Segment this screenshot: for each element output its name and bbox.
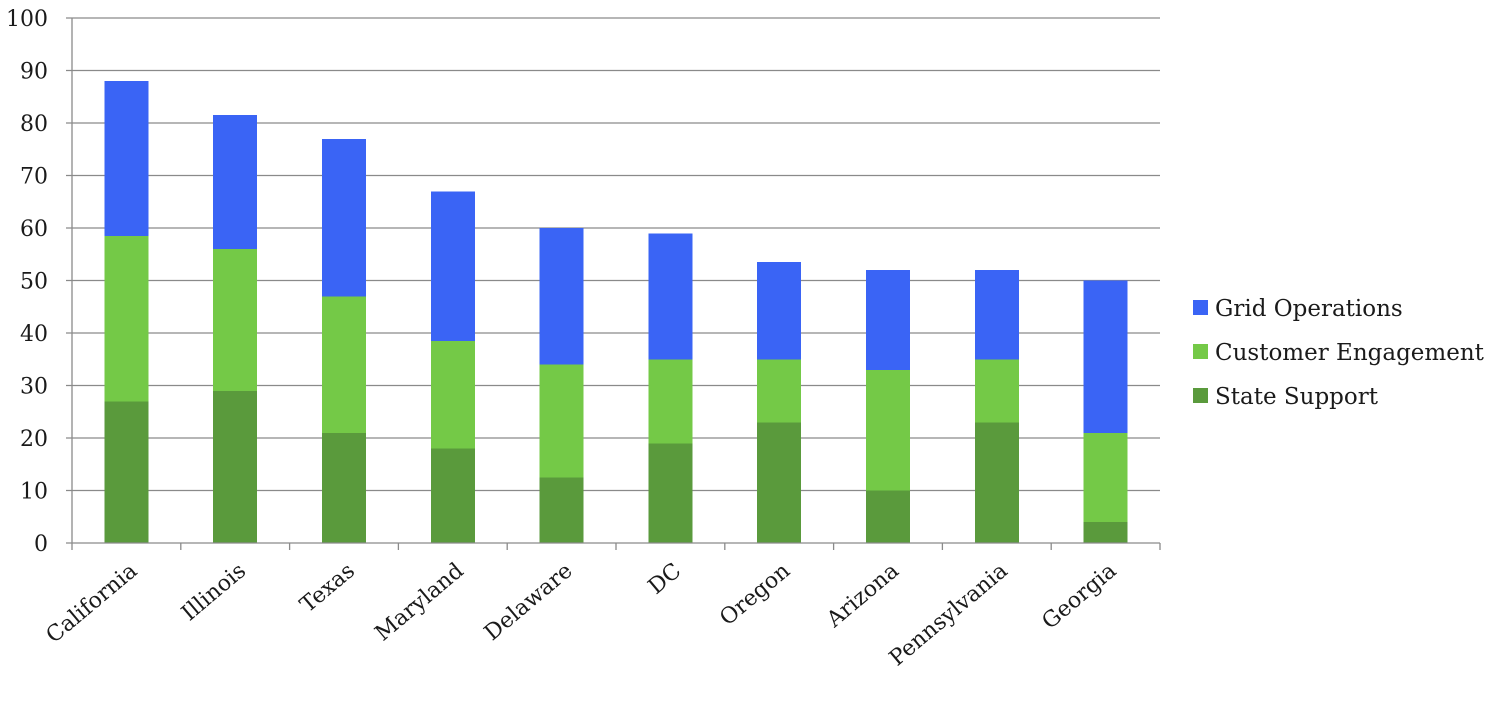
x-category-label: Illinois — [177, 558, 251, 626]
bar-georgia-customer-engagement — [1083, 432, 1128, 522]
bars — [104, 81, 1128, 543]
bar-california-customer-engagement — [104, 235, 149, 402]
bar-dc-grid-operations — [648, 233, 693, 360]
x-category-label: California — [42, 558, 143, 648]
bar-illinois-grid-operations — [213, 115, 258, 249]
bar-oregon-customer-engagement — [757, 359, 802, 423]
y-tick-label: 40 — [20, 322, 48, 347]
y-tick-label: 20 — [20, 427, 48, 452]
bar-delaware-state-support — [539, 477, 584, 543]
x-category-label: Pennsylvania — [885, 558, 1013, 671]
y-tick-label: 10 — [20, 480, 48, 505]
x-category-label: Arizona — [821, 558, 903, 633]
bar-dc-state-support — [648, 443, 693, 543]
bar-texas-state-support — [322, 432, 366, 543]
legend-swatch-grid-operations — [1193, 300, 1208, 315]
bar-dc-customer-engagement — [648, 359, 693, 444]
bar-arizona-state-support — [866, 490, 910, 543]
y-tick-label: 70 — [20, 165, 48, 190]
y-tick-label: 50 — [20, 270, 48, 295]
y-tick-label: 30 — [20, 375, 48, 400]
bar-oregon-grid-operations — [757, 262, 802, 360]
bar-georgia-state-support — [1083, 522, 1128, 543]
x-category-label: DC — [644, 558, 686, 599]
legend-swatch-state-support — [1193, 388, 1208, 403]
bar-pennsylvania-grid-operations — [974, 270, 1019, 360]
x-category-label: Texas — [296, 558, 360, 618]
category-labels: California Illinois Texas Maryland Delaware D… — [42, 558, 1122, 671]
y-tick-label: 0 — [34, 532, 48, 557]
bar-oregon-state-support — [757, 422, 802, 543]
legend: Grid Operations Customer Engagement State … — [1193, 296, 1485, 410]
bar-maryland-grid-operations — [430, 191, 475, 341]
bar-delaware-grid-operations — [539, 228, 584, 365]
x-category-label: Georgia — [1038, 558, 1122, 634]
bar-georgia-grid-operations — [1083, 280, 1128, 433]
x-category-label: Delaware — [480, 558, 577, 645]
legend-label-grid-operations: Grid Operations — [1215, 296, 1403, 322]
bar-maryland-state-support — [430, 448, 475, 543]
y-tick-label: 60 — [20, 217, 48, 242]
x-category-label: Maryland — [371, 558, 469, 646]
y-tick-label: 100 — [6, 7, 48, 32]
bar-california-grid-operations — [104, 81, 149, 236]
bar-arizona-customer-engagement — [866, 369, 910, 491]
bar-california-state-support — [104, 401, 149, 543]
bar-texas-grid-operations — [322, 138, 366, 297]
bar-maryland-customer-engagement — [430, 340, 475, 449]
bar-pennsylvania-state-support — [974, 422, 1019, 543]
axes — [66, 18, 1161, 550]
bar-delaware-customer-engagement — [539, 364, 584, 478]
bar-illinois-state-support — [213, 390, 258, 543]
bar-texas-customer-engagement — [322, 296, 366, 433]
legend-label-state-support: State Support — [1215, 384, 1379, 410]
bar-arizona-grid-operations — [866, 270, 910, 370]
x-category-label: Oregon — [715, 558, 795, 631]
bar-pennsylvania-customer-engagement — [974, 359, 1019, 423]
y-tick-labels: 0 10 20 30 40 50 60 70 80 90 100 — [6, 7, 48, 557]
bar-illinois-customer-engagement — [213, 249, 258, 391]
legend-label-customer-engagement: Customer Engagement — [1215, 340, 1485, 366]
y-tick-label: 90 — [20, 60, 48, 85]
y-tick-label: 80 — [20, 112, 48, 137]
legend-swatch-customer-engagement — [1193, 344, 1208, 359]
